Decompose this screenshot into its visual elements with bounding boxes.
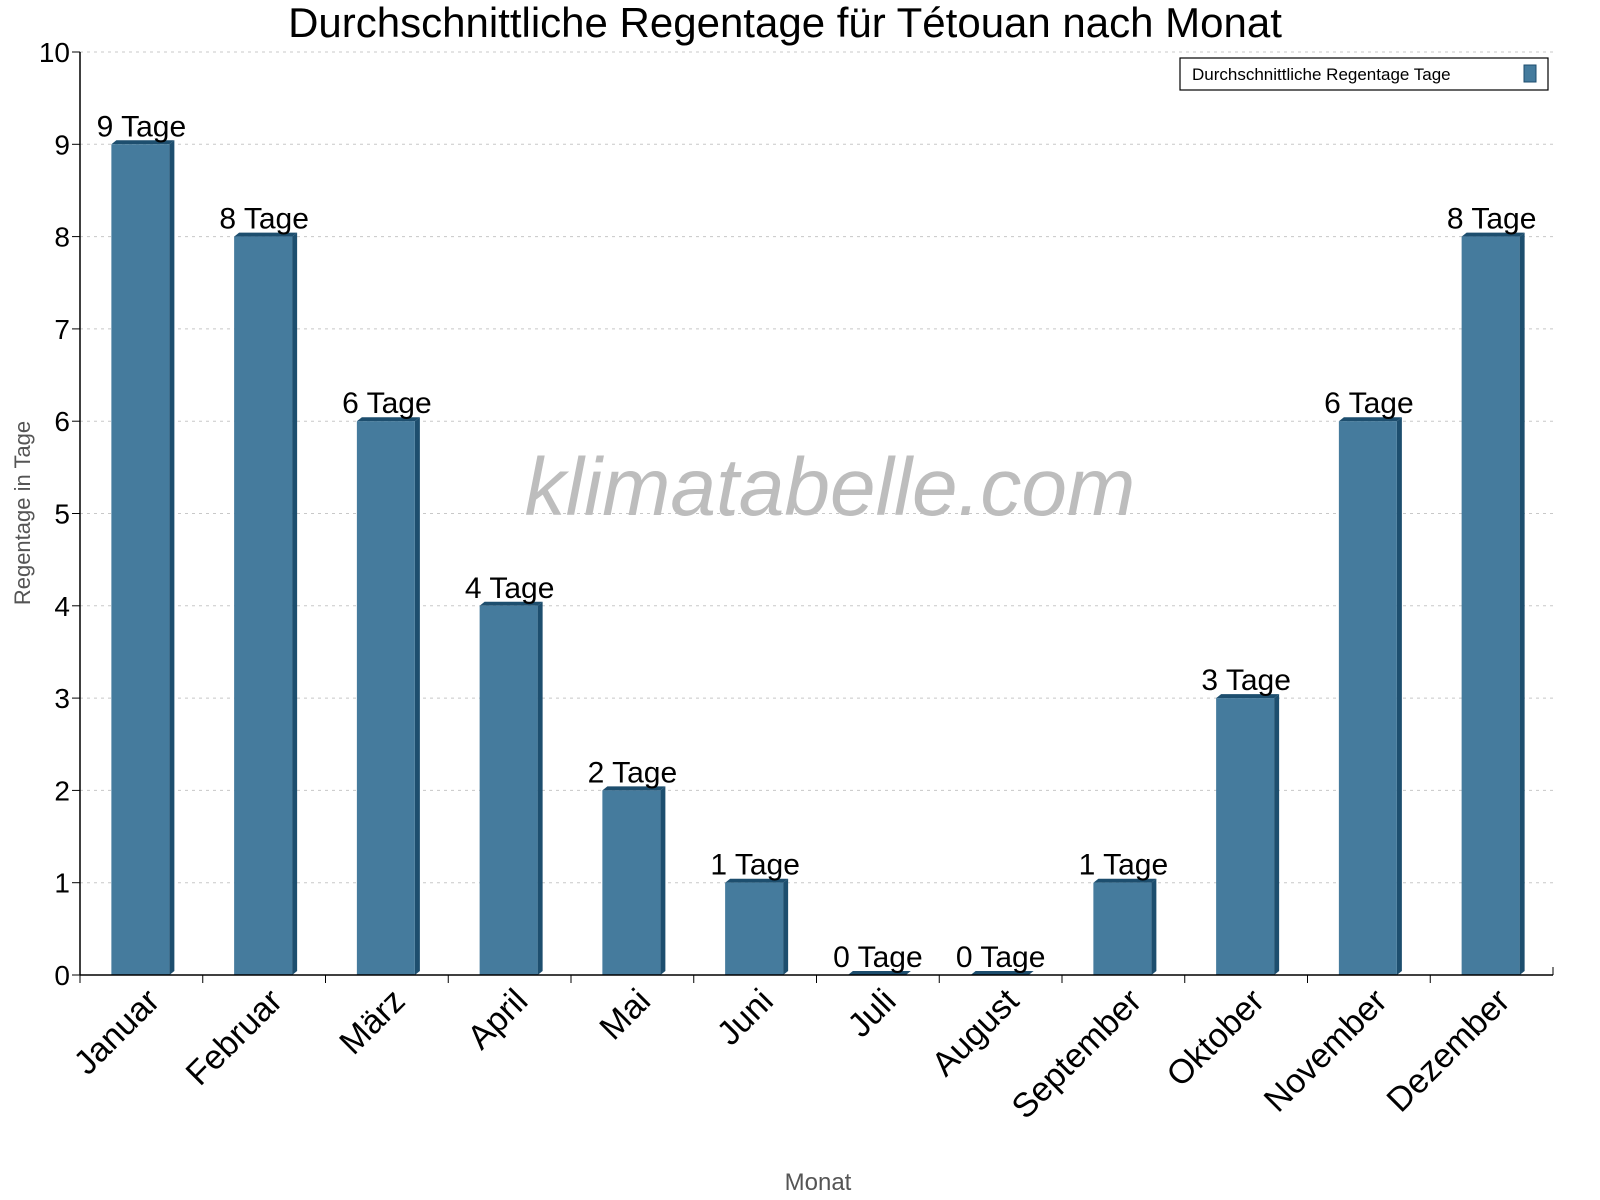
x-tick-label: November xyxy=(1257,982,1395,1120)
data-label: 1 Tage xyxy=(1079,849,1169,882)
bar-side xyxy=(292,232,298,976)
y-tick-label: 0 xyxy=(54,960,70,991)
bar xyxy=(602,790,661,975)
legend: Durchschnittliche Regentage Tage xyxy=(1179,57,1549,91)
bar-group: 6 Tage xyxy=(342,387,432,975)
bar-top xyxy=(1093,878,1157,883)
data-label: 9 Tage xyxy=(97,110,187,143)
x-tick-label: Januar xyxy=(67,982,167,1082)
bar xyxy=(111,144,170,976)
x-tick-label: Oktober xyxy=(1159,982,1271,1094)
bar-top xyxy=(1338,417,1402,422)
data-label: 6 Tage xyxy=(342,387,432,420)
y-tick-label: 4 xyxy=(54,591,70,622)
data-label: 2 Tage xyxy=(588,756,678,789)
y-tick-label: 5 xyxy=(54,499,70,530)
y-axis-label: Regentage in Tage xyxy=(10,421,35,605)
bar-group: 8 Tage xyxy=(1447,203,1537,976)
x-tick-label: September xyxy=(1005,982,1149,1126)
bar-side xyxy=(783,878,789,975)
bar xyxy=(1093,882,1152,975)
x-tick-label: August xyxy=(925,981,1027,1083)
data-label: 3 Tage xyxy=(1201,664,1291,697)
data-label: 8 Tage xyxy=(1447,203,1537,236)
bar-top xyxy=(847,971,911,975)
bar-side xyxy=(660,786,666,975)
bar xyxy=(1338,421,1397,975)
bar-side xyxy=(537,601,543,975)
bar-group: 8 Tage xyxy=(219,203,309,976)
y-tick-label: 3 xyxy=(54,683,70,714)
bar-group: 4 Tage xyxy=(465,572,555,975)
y-tick-label: 10 xyxy=(39,37,70,68)
bar xyxy=(479,605,538,975)
bar-group: 0 Tage xyxy=(956,941,1046,975)
x-tick-label: April xyxy=(460,982,535,1057)
bar xyxy=(356,421,415,975)
bar-group: 1 Tage xyxy=(1079,849,1169,975)
bar-group: 9 Tage xyxy=(97,110,187,976)
bar-top xyxy=(234,232,298,237)
bar-group: 6 Tage xyxy=(1324,387,1414,975)
bar-side xyxy=(1151,878,1157,975)
bar-top xyxy=(111,140,175,145)
bar-top xyxy=(1216,694,1280,699)
bar-side xyxy=(1274,694,1280,975)
bar-side xyxy=(414,417,420,975)
bar-group: 0 Tage xyxy=(833,941,923,975)
y-tick-label: 1 xyxy=(54,868,70,899)
legend-label: Durchschnittliche Regentage Tage xyxy=(1192,65,1451,84)
y-tick-label: 9 xyxy=(54,129,70,160)
bar-top xyxy=(602,786,666,791)
data-label: 4 Tage xyxy=(465,572,555,605)
x-tick-label: Februar xyxy=(179,982,290,1093)
y-tick-label: 8 xyxy=(54,222,70,253)
bar xyxy=(234,236,293,976)
bar-group: 2 Tage xyxy=(588,756,678,975)
bar-side xyxy=(1396,417,1402,975)
bar-top xyxy=(970,971,1034,975)
bar-group: 1 Tage xyxy=(710,849,800,975)
x-tick-label: Dezember xyxy=(1380,982,1518,1120)
bar-top xyxy=(1461,232,1525,237)
bar xyxy=(1461,236,1520,976)
y-tick-label: 7 xyxy=(54,314,70,345)
bar xyxy=(1216,698,1275,975)
watermark: klimatabelle.com xyxy=(525,442,1136,533)
x-axis-label: Monat xyxy=(785,1169,852,1196)
y-tick-label: 6 xyxy=(54,406,70,437)
data-label: 8 Tage xyxy=(219,203,309,236)
chart-title: Durchschnittliche Regentage für Tétouan … xyxy=(288,0,1282,46)
data-label: 0 Tage xyxy=(956,941,1046,974)
x-tick-label: Juni xyxy=(710,982,781,1053)
bar-top xyxy=(479,601,543,606)
bar-side xyxy=(1519,232,1525,976)
bar-group: 3 Tage xyxy=(1201,664,1291,975)
x-tick-label: März xyxy=(332,982,412,1062)
legend-swatch xyxy=(1523,64,1537,83)
data-label: 0 Tage xyxy=(833,941,923,974)
bar-top xyxy=(725,878,789,883)
x-tick-label: Mai xyxy=(592,982,658,1048)
data-label: 1 Tage xyxy=(710,849,800,882)
bar-top xyxy=(356,417,420,422)
bar-side xyxy=(169,140,175,976)
data-label: 6 Tage xyxy=(1324,387,1414,420)
bar xyxy=(725,882,784,975)
x-tick-label: Juli xyxy=(841,982,904,1045)
y-tick-label: 2 xyxy=(54,775,70,806)
